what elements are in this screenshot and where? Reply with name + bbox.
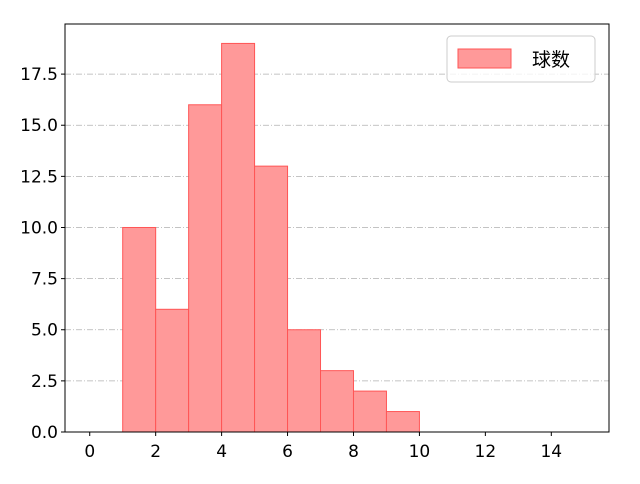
bars [122, 42, 420, 433]
y-tick-label: 2.5 [31, 372, 58, 392]
histogram-bar [254, 165, 289, 433]
legend: 球数 [446, 35, 596, 83]
legend-label: 球数 [532, 49, 570, 71]
x-tick-label: 10 [409, 442, 431, 462]
x-tick-label: 0 [84, 442, 95, 462]
x-tick-label: 8 [348, 442, 359, 462]
x-tick-label: 2 [150, 442, 161, 462]
x-tick-label: 14 [540, 442, 562, 462]
y-tick-label: 17.5 [20, 65, 58, 85]
y-tick-label: 10.0 [20, 218, 58, 238]
y-tick-label: 7.5 [31, 270, 58, 290]
histogram-bar [122, 226, 157, 433]
x-tick-label: 12 [475, 442, 497, 462]
legend-box [446, 35, 596, 83]
x-axis: 0 2 4 6 8 10 12 14 [84, 432, 562, 462]
x-tick-label: 4 [216, 442, 227, 462]
histogram-bar [221, 42, 256, 433]
histogram-bar [155, 308, 190, 433]
plot-frame [64, 23, 610, 433]
y-tick-label: 0.0 [31, 423, 58, 443]
legend-swatch [457, 48, 512, 69]
y-tick-label: 5.0 [31, 321, 58, 341]
y-tick-label: 15.0 [20, 116, 58, 136]
y-tick-label: 12.5 [20, 167, 58, 187]
x-tick-label: 6 [282, 442, 293, 462]
histogram-bar [188, 104, 223, 433]
histogram-bar [352, 390, 387, 433]
histogram-bar [385, 411, 420, 433]
histogram-bar [287, 329, 322, 433]
y-axis: 0.0 2.5 5.0 7.5 10.0 12.5 15.0 17.5 [20, 65, 65, 443]
histogram-bar [320, 370, 354, 433]
